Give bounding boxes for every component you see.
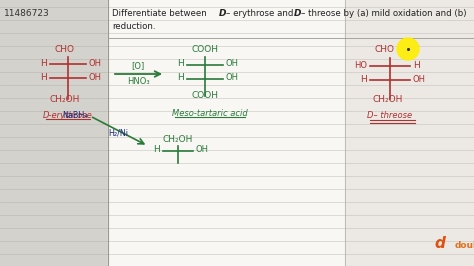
Text: OH: OH — [196, 144, 209, 153]
Text: H₂/Ni: H₂/Ni — [108, 128, 128, 138]
Text: COOH: COOH — [191, 92, 219, 101]
Text: CH₂OH: CH₂OH — [373, 94, 403, 103]
Text: D– threose: D– threose — [367, 111, 412, 120]
Text: D: D — [294, 9, 301, 18]
Text: Meso-tartaric acid: Meso-tartaric acid — [172, 109, 248, 118]
Text: H: H — [360, 74, 367, 84]
Text: HNO₃: HNO₃ — [127, 77, 149, 86]
Text: CHO: CHO — [55, 44, 75, 53]
Text: – threose by (a) mild oxidation and (b): – threose by (a) mild oxidation and (b) — [301, 9, 466, 18]
Text: CH₂OH: CH₂OH — [163, 135, 193, 143]
Text: CHO: CHO — [375, 44, 395, 53]
Text: H: H — [153, 144, 160, 153]
Text: H: H — [40, 73, 47, 81]
Circle shape — [397, 38, 419, 60]
Text: H: H — [177, 73, 184, 81]
Bar — [108, 0, 474, 266]
Text: OH: OH — [226, 73, 239, 81]
Text: OH: OH — [89, 59, 102, 68]
Text: – erythrose and: – erythrose and — [226, 9, 296, 18]
Text: OH: OH — [89, 73, 102, 81]
Text: OH: OH — [226, 59, 239, 68]
Text: doubtnut: doubtnut — [455, 242, 474, 251]
Text: H: H — [413, 60, 420, 69]
Text: H: H — [40, 59, 47, 68]
Text: [O]: [O] — [131, 61, 145, 70]
Bar — [345, 0, 474, 266]
Text: reduction.: reduction. — [112, 22, 155, 31]
Text: D: D — [219, 9, 227, 18]
Text: D-erythrose: D-erythrose — [43, 111, 93, 120]
Bar — [0, 0, 108, 266]
Text: 11486723: 11486723 — [4, 9, 50, 18]
Text: H: H — [177, 59, 184, 68]
Text: NaBH₄: NaBH₄ — [62, 111, 88, 120]
Text: OH: OH — [413, 74, 426, 84]
Text: HO: HO — [354, 60, 367, 69]
Text: COOH: COOH — [191, 44, 219, 53]
Text: d: d — [435, 236, 446, 251]
Text: CH₂OH: CH₂OH — [50, 94, 80, 103]
Text: Differentiate between: Differentiate between — [112, 9, 210, 18]
